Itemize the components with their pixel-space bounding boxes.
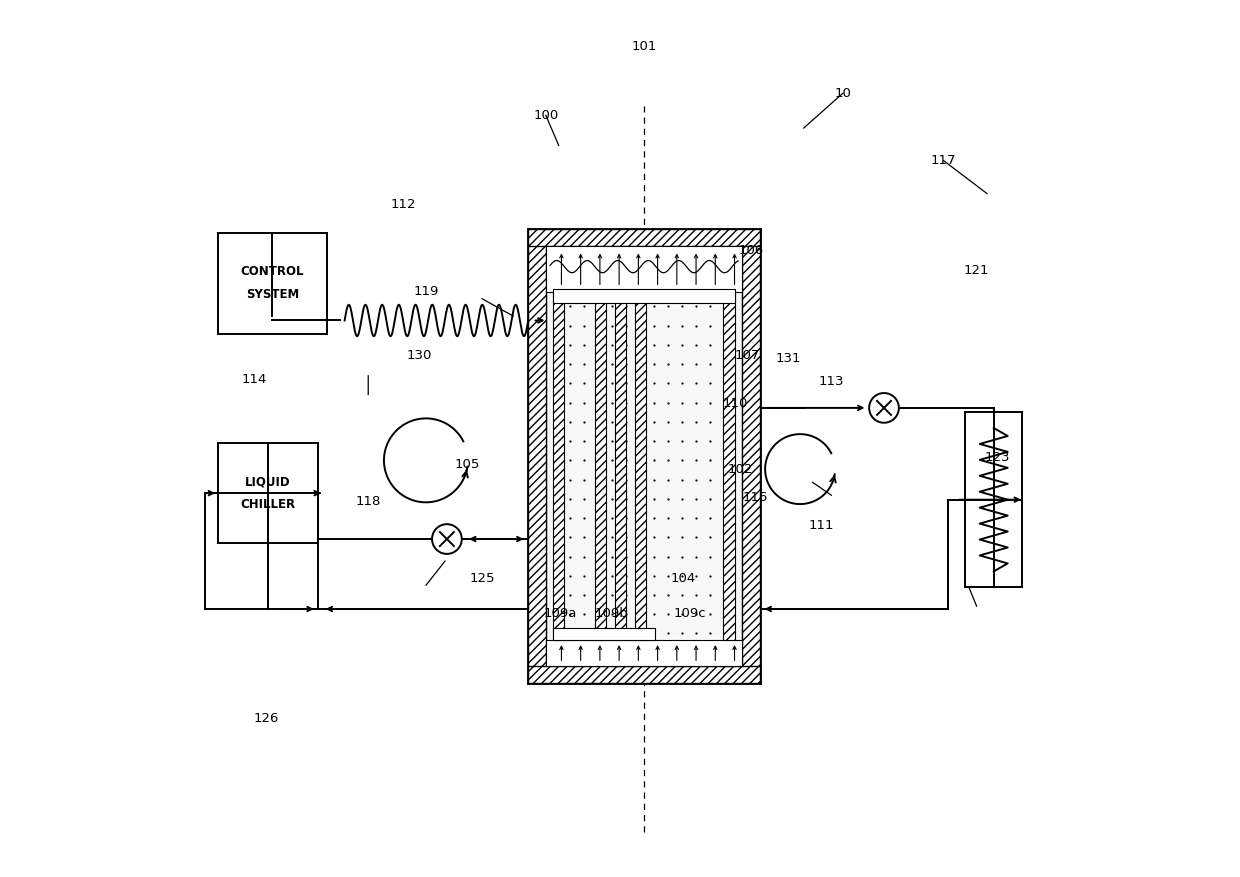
Text: 109b: 109b	[594, 607, 629, 620]
Text: 111: 111	[808, 519, 833, 532]
Text: 116: 116	[743, 491, 769, 504]
Text: LIQUID: LIQUID	[246, 475, 291, 488]
Text: 101: 101	[632, 40, 657, 53]
Text: 109a: 109a	[544, 607, 578, 620]
Bar	[218, 443, 319, 544]
Bar	[546, 639, 743, 666]
Text: 110: 110	[723, 397, 748, 410]
Bar	[595, 292, 606, 639]
Text: 106: 106	[739, 244, 764, 257]
Text: 109c: 109c	[673, 607, 707, 620]
Bar	[743, 229, 760, 683]
Text: 126: 126	[253, 712, 279, 724]
Bar	[528, 666, 760, 683]
Text: 105: 105	[454, 458, 480, 471]
Bar	[546, 246, 743, 292]
Bar	[615, 292, 626, 639]
Text: 114: 114	[242, 373, 268, 386]
Text: 100: 100	[533, 109, 558, 122]
Text: 121: 121	[963, 264, 990, 277]
Text: SYSTEM: SYSTEM	[246, 289, 299, 301]
Text: 113: 113	[818, 375, 844, 389]
Text: 104: 104	[671, 572, 696, 585]
Bar	[553, 292, 564, 639]
Text: 102: 102	[728, 462, 754, 475]
Bar	[723, 292, 734, 639]
Bar	[553, 289, 734, 303]
Bar	[528, 229, 760, 246]
Text: 130: 130	[407, 349, 432, 362]
Text: 125: 125	[469, 572, 495, 585]
Bar	[965, 412, 1022, 587]
Text: CHILLER: CHILLER	[241, 498, 295, 511]
Text: 107: 107	[734, 349, 759, 362]
Bar	[635, 292, 646, 639]
Text: 117: 117	[931, 154, 956, 167]
Bar	[218, 233, 327, 333]
Text: 119: 119	[413, 285, 439, 298]
Bar	[546, 246, 743, 666]
Text: 123: 123	[985, 452, 1011, 464]
Text: 10: 10	[835, 87, 852, 100]
Bar	[553, 628, 655, 639]
Text: 118: 118	[356, 495, 381, 508]
Text: 112: 112	[391, 197, 415, 210]
Text: 131: 131	[775, 352, 801, 365]
Bar	[528, 229, 546, 683]
Text: CONTROL: CONTROL	[241, 266, 304, 279]
